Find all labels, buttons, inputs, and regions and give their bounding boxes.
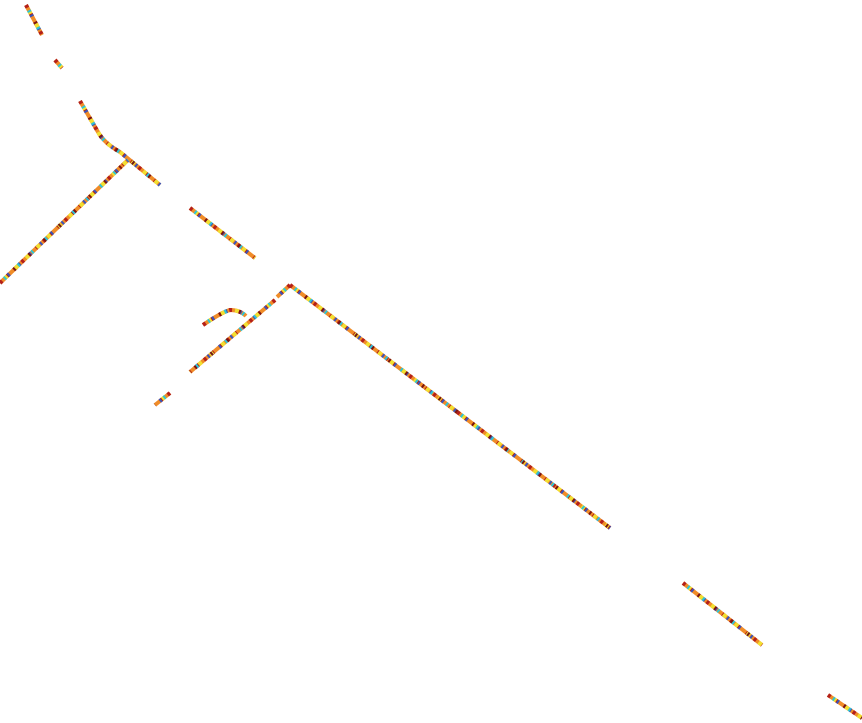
page xyxy=(0,0,862,723)
map-background xyxy=(0,0,862,723)
map xyxy=(0,0,862,723)
